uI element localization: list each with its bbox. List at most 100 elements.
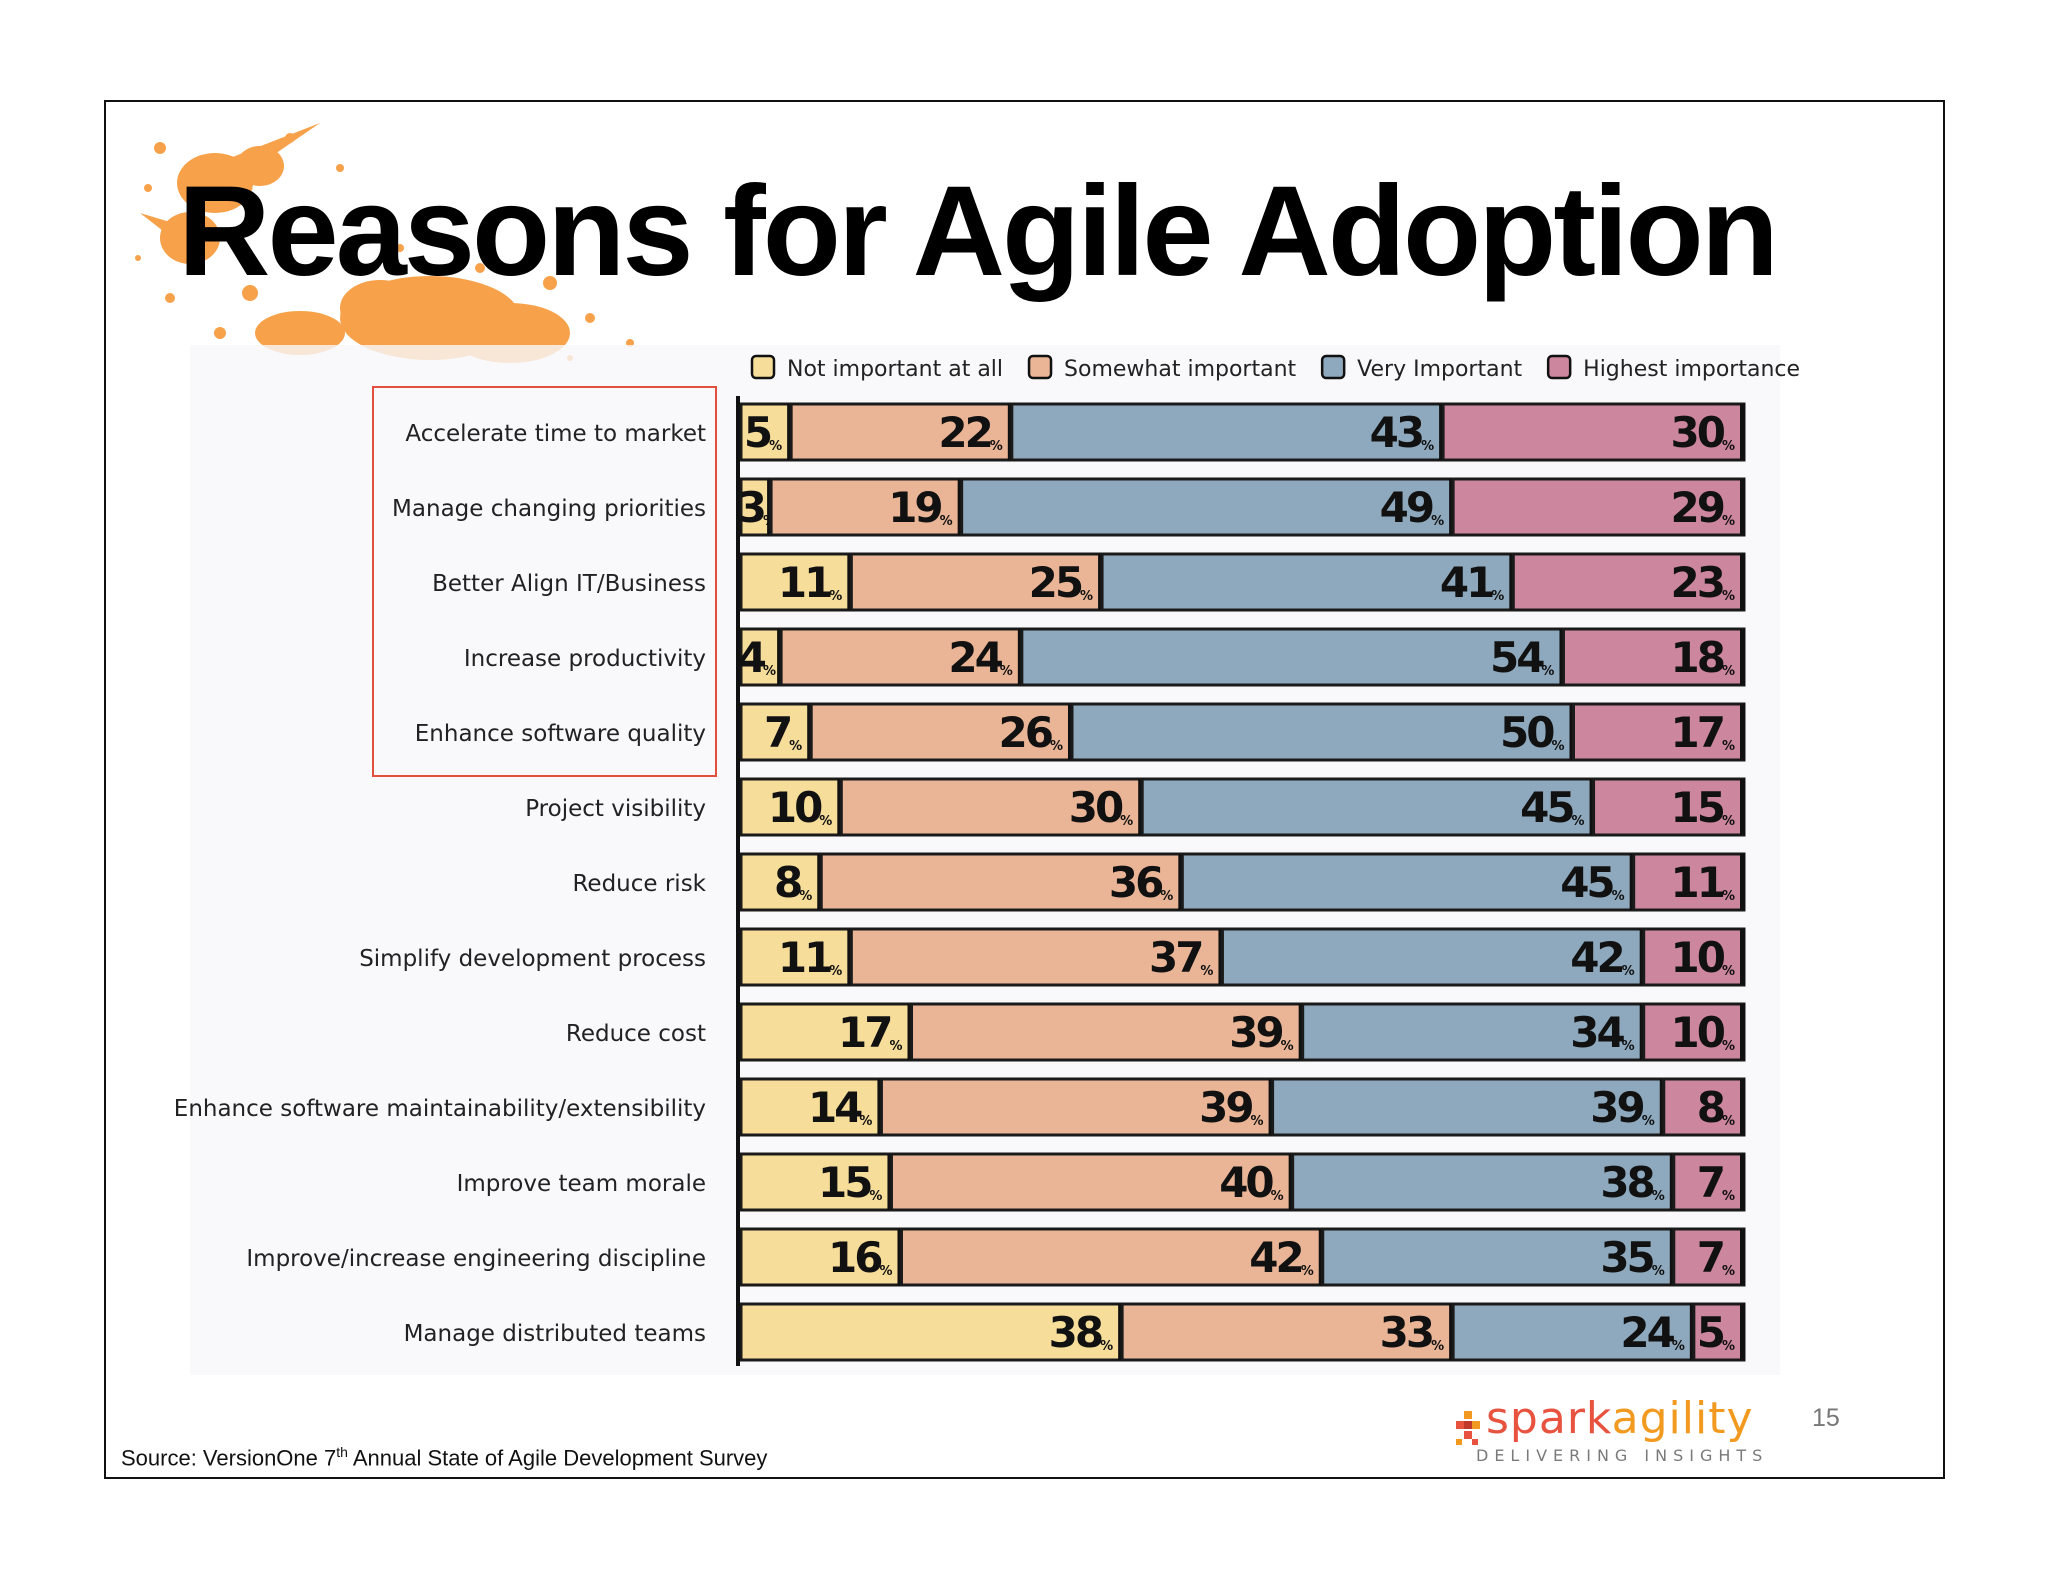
bar-segment-not-important-at-all	[739, 852, 823, 912]
percent-suffix: %	[819, 814, 832, 829]
source-prefix: Source: VersionOne 7	[121, 1445, 337, 1471]
bar-segment-very-important	[1271, 1077, 1666, 1137]
value-label: 11	[1671, 858, 1724, 907]
value-label: 19	[888, 483, 941, 532]
bar-segment-somewhat-important	[809, 702, 1074, 762]
value-label: 23	[1671, 558, 1723, 607]
percent-suffix: %	[1080, 589, 1093, 604]
segment-divider	[1298, 1004, 1304, 1060]
percent-suffix: %	[1722, 514, 1735, 529]
percent-suffix: %	[1160, 889, 1173, 904]
segment-divider	[1740, 404, 1745, 460]
bar-segment-not-important-at-all	[739, 477, 773, 537]
bar-segment-somewhat-important	[779, 627, 1024, 687]
source-note: Source: VersionOne 7th Annual State of A…	[121, 1444, 767, 1471]
percent-suffix: %	[1271, 1189, 1284, 1204]
value-label: 5	[744, 408, 771, 457]
value-label: 5	[1697, 1308, 1724, 1357]
category-label: Enhance software maintainability/extensi…	[174, 1096, 706, 1122]
value-label: 34	[1570, 1008, 1624, 1057]
bar-segment-very-important	[1220, 927, 1646, 987]
percent-suffix: %	[1722, 889, 1735, 904]
percent-suffix: %	[769, 439, 782, 454]
category-label: Reduce cost	[566, 1021, 706, 1047]
bar-segment-highest-importance	[1451, 477, 1746, 537]
value-label: 4	[738, 633, 766, 682]
value-label: 7	[764, 708, 790, 757]
bar-segment-highest-importance	[1441, 402, 1746, 462]
segment-divider	[1740, 1154, 1745, 1210]
percent-suffix: %	[1722, 739, 1735, 754]
segment-divider	[1629, 854, 1635, 910]
value-label: 8	[774, 858, 801, 907]
value-label: 43	[1370, 408, 1422, 457]
percent-suffix: %	[763, 664, 776, 679]
percent-suffix: %	[1120, 814, 1133, 829]
source-suffix: Annual State of Agile Development Survey	[347, 1445, 768, 1471]
value-label: 10	[1671, 933, 1725, 982]
bar-segment-somewhat-important	[1120, 1302, 1455, 1362]
value-label: 11	[778, 558, 831, 607]
percent-suffix: %	[1722, 1339, 1735, 1354]
bar-segment-highest-importance	[1692, 1302, 1746, 1362]
bar-segment-not-important-at-all	[739, 927, 853, 987]
percent-suffix: %	[990, 439, 1003, 454]
segment-divider	[957, 479, 963, 535]
value-label: 33	[1380, 1308, 1432, 1357]
segment-divider	[837, 779, 843, 835]
category-label: Manage changing priorities	[392, 496, 706, 522]
segment-divider	[1740, 1079, 1745, 1135]
percent-suffix: %	[1612, 889, 1625, 904]
value-label: 38	[1049, 1308, 1102, 1357]
bar-segment-somewhat-important	[849, 927, 1224, 987]
sparkagility-logo: sparkagility DELIVERING INSIGHTS	[1452, 1397, 1792, 1465]
logo-tagline: DELIVERING INSIGHTS	[1476, 1446, 1769, 1465]
category-label: Simplify development process	[359, 946, 706, 972]
bar-segment-highest-importance	[1662, 1077, 1746, 1137]
segment-divider	[1740, 779, 1745, 835]
bar-segment-very-important	[1291, 1152, 1676, 1212]
value-label: 22	[938, 408, 990, 457]
legend-swatch-somewhat-important	[1027, 354, 1053, 380]
value-label: 39	[1590, 1083, 1643, 1132]
percent-suffix: %	[829, 964, 842, 979]
category-label: Reduce risk	[572, 871, 706, 897]
bar-segment-highest-importance	[1642, 1002, 1746, 1062]
value-label: 29	[1671, 483, 1724, 532]
value-label: 7	[1697, 1158, 1723, 1207]
percent-suffix: %	[1281, 1039, 1294, 1054]
bar-segment-somewhat-important	[839, 777, 1144, 837]
value-label: 17	[838, 1008, 890, 1057]
category-label: Accelerate time to market	[405, 421, 706, 447]
percent-suffix: %	[1722, 964, 1735, 979]
value-label: 36	[1109, 858, 1162, 907]
bar-segment-very-important	[1020, 627, 1565, 687]
segment-divider	[1740, 1304, 1745, 1360]
percent-suffix: %	[1551, 739, 1564, 754]
bar-segment-not-important-at-all	[739, 1077, 883, 1137]
category-label: Enhance software quality	[415, 721, 706, 747]
value-label: 50	[1500, 708, 1554, 757]
percent-suffix: %	[1000, 664, 1013, 679]
value-label: 14	[808, 1083, 862, 1132]
percent-suffix: %	[1421, 439, 1434, 454]
bar-segment-highest-importance	[1672, 1227, 1746, 1287]
value-label: 18	[1671, 633, 1724, 682]
value-label: 24	[1620, 1308, 1674, 1357]
value-label: 42	[1570, 933, 1622, 982]
segment-divider	[1740, 1004, 1745, 1060]
segment-divider	[1178, 854, 1184, 910]
segment-divider	[1559, 629, 1565, 685]
percent-suffix: %	[1722, 439, 1735, 454]
bar-segment-not-important-at-all	[739, 1302, 1124, 1362]
segment-divider	[1740, 929, 1745, 985]
segment-divider	[1639, 929, 1645, 985]
value-label: 26	[999, 708, 1052, 757]
percent-suffix: %	[1652, 1189, 1665, 1204]
percent-suffix: %	[1431, 514, 1444, 529]
segment-divider	[1138, 779, 1144, 835]
bar-segment-highest-importance	[1642, 927, 1746, 987]
value-label: 10	[768, 783, 822, 832]
category-label: Project visibility	[525, 796, 706, 822]
percent-suffix: %	[1622, 1039, 1635, 1054]
